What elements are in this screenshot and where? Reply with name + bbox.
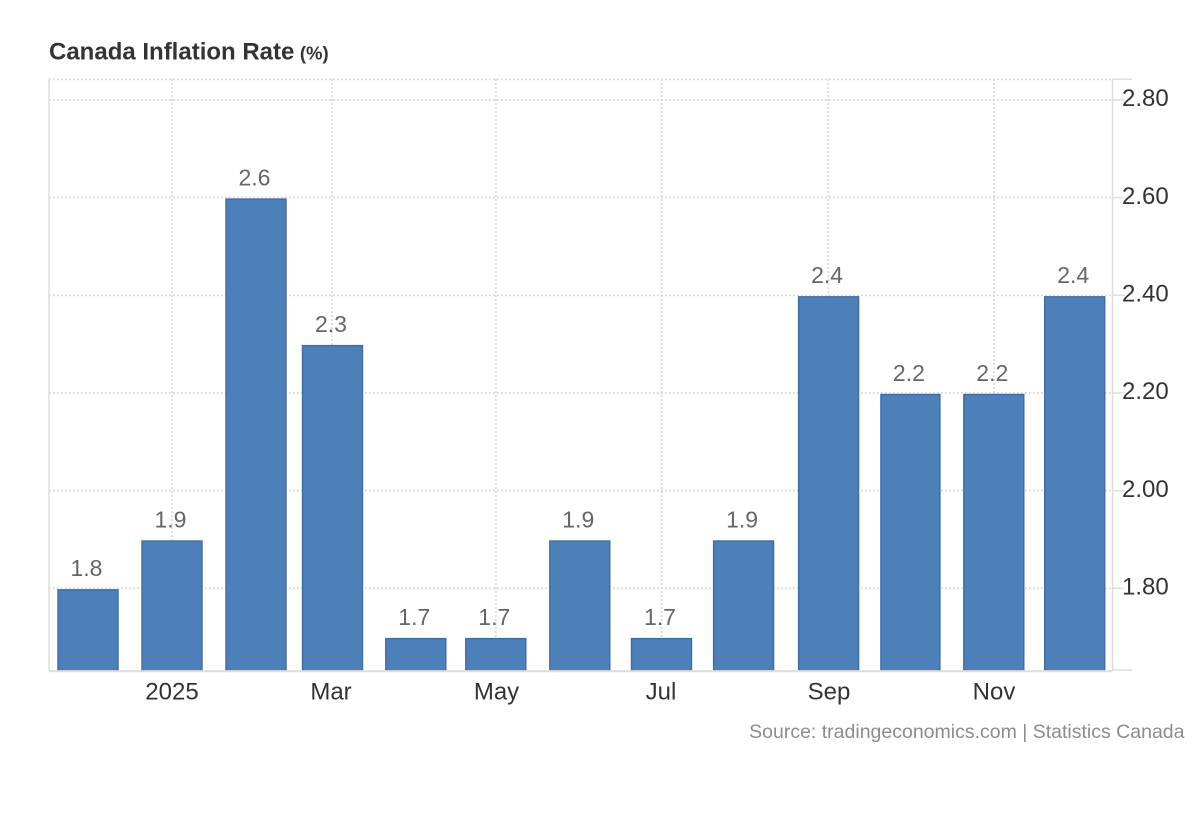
svg-text:Mar: Mar [310,679,351,706]
svg-text:2.00: 2.00 [1122,476,1169,503]
svg-text:1.7: 1.7 [644,604,676,630]
svg-text:2.2: 2.2 [893,360,925,386]
svg-text:2.4: 2.4 [811,262,843,288]
svg-text:1.80: 1.80 [1122,574,1169,601]
svg-text:2.80: 2.80 [1122,85,1169,112]
svg-text:2.40: 2.40 [1122,281,1169,308]
svg-text:2025: 2025 [145,679,198,706]
svg-text:Source: tradingeconomics.com |: Source: tradingeconomics.com | Statistic… [749,721,1185,743]
svg-text:1.9: 1.9 [562,506,594,532]
svg-text:Sep: Sep [808,679,851,706]
svg-text:2.2: 2.2 [976,360,1008,386]
svg-text:2.60: 2.60 [1122,183,1169,210]
svg-text:2.3: 2.3 [315,311,347,337]
svg-text:Nov: Nov [973,679,1016,706]
svg-text:1.7: 1.7 [478,604,510,630]
svg-text:Jul: Jul [646,679,677,706]
svg-text:1.9: 1.9 [155,506,187,532]
svg-text:Canada Inflation Rate(%): Canada Inflation Rate (%) [49,39,329,66]
svg-text:1.9: 1.9 [726,506,758,532]
svg-text:2.20: 2.20 [1122,378,1169,405]
svg-text:1.7: 1.7 [398,604,430,630]
svg-text:2.6: 2.6 [239,164,271,190]
svg-text:May: May [474,679,519,706]
svg-text:1.8: 1.8 [71,555,103,581]
svg-text:2.4: 2.4 [1057,262,1089,288]
